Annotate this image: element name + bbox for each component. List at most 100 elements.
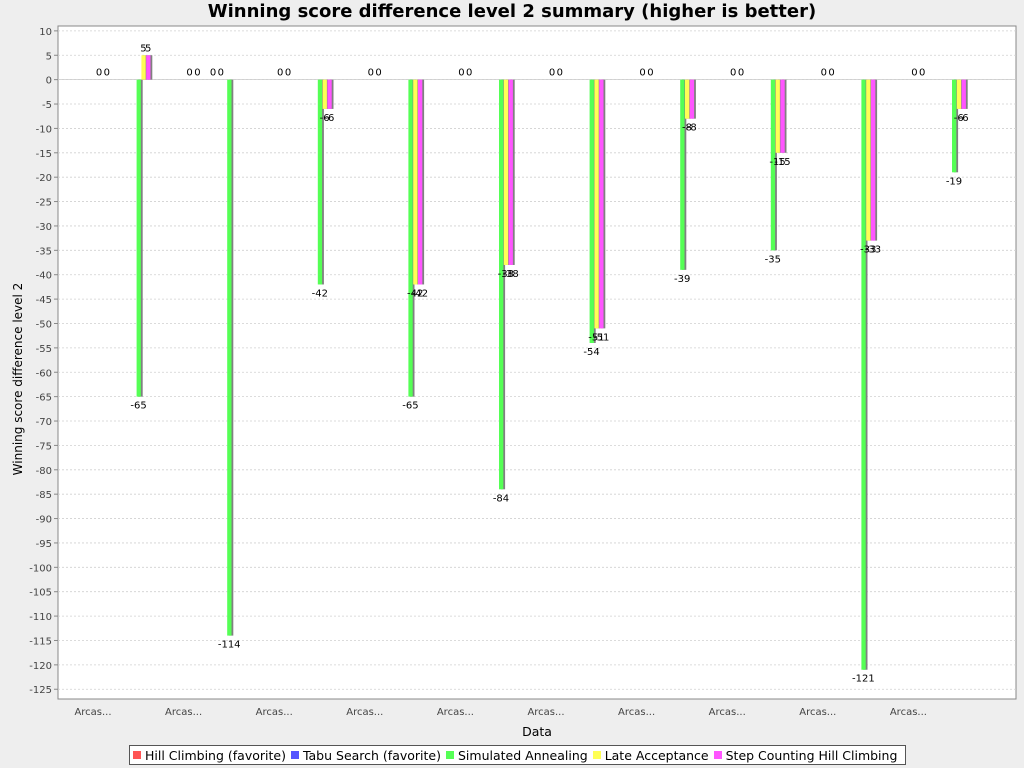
legend-label: Hill Climbing (favorite) — [145, 747, 286, 763]
bar-value-label: 0 — [919, 68, 925, 79]
bar-value-label: 0 — [96, 68, 102, 79]
bar — [227, 79, 232, 636]
bar-value-label: 0 — [210, 68, 216, 79]
bar-value-label: 0 — [466, 68, 472, 79]
legend-label: Tabu Search (favorite) — [302, 747, 441, 763]
bar-value-label: 0 — [458, 68, 464, 79]
bar-value-label: 0 — [285, 68, 291, 79]
plot-background — [57, 25, 1017, 700]
bar-value-label: -19 — [946, 176, 962, 187]
bar — [327, 79, 332, 109]
bar — [146, 55, 151, 80]
y-tick-label: -25 — [36, 198, 52, 209]
y-tick-label: -35 — [36, 246, 52, 257]
bar-value-label: -51 — [588, 332, 604, 343]
bar-value-label: 0 — [368, 68, 374, 79]
bar-value-label: -35 — [765, 254, 781, 265]
y-tick-label: -75 — [36, 441, 52, 452]
y-tick-label: -15 — [36, 149, 52, 160]
y-tick-label: -105 — [29, 588, 52, 599]
y-tick-label: -110 — [29, 612, 52, 623]
bar-value-label: 0 — [730, 68, 736, 79]
bar-value-label: -6 — [324, 113, 334, 124]
bar-value-label: -84 — [493, 493, 509, 504]
legend-item: Tabu Search (favorite) — [290, 747, 441, 763]
x-tick-label: Arcas... — [709, 707, 746, 718]
bar — [141, 55, 146, 80]
bar-value-label: -15 — [769, 157, 785, 168]
bar-value-label: 0 — [549, 68, 555, 79]
bar-value-label: -15 — [774, 157, 790, 168]
bar-value-label: 0 — [821, 68, 827, 79]
axes: 1050-5-10-15-20-25-30-35-40-45-50-55-60-… — [29, 27, 927, 718]
bar — [136, 79, 141, 397]
y-tick-label: -95 — [36, 539, 52, 550]
bar — [408, 79, 413, 397]
legend-item: Late Acceptance — [592, 747, 709, 763]
y-tick-label: -10 — [36, 124, 52, 135]
y-tick-label: -115 — [29, 636, 52, 647]
y-tick-label: 0 — [46, 76, 52, 87]
x-tick-label: Arcas... — [618, 707, 655, 718]
y-tick-label: -5 — [42, 100, 52, 111]
x-tick-label: Arcas... — [527, 707, 564, 718]
bar-value-label: 0 — [828, 68, 834, 79]
y-tick-label: -100 — [29, 563, 52, 574]
y-tick-label: -70 — [36, 417, 52, 428]
bar-value-label: -42 — [412, 288, 428, 299]
bar-value-label: 0 — [194, 68, 200, 79]
bar-value-label: -121 — [852, 674, 875, 685]
legend-swatch — [592, 751, 601, 759]
y-tick-label: -20 — [36, 173, 52, 184]
bar — [499, 79, 504, 490]
legend-label: Simulated Annealing — [458, 747, 588, 763]
bar-value-label: -65 — [402, 401, 418, 412]
bar — [317, 79, 323, 285]
legend-swatch — [446, 751, 454, 759]
y-tick-label: -85 — [36, 490, 52, 501]
bar-value-label: 5 — [140, 43, 146, 54]
x-tick-label: Arcas... — [799, 707, 836, 718]
y-tick-label: -90 — [36, 515, 52, 526]
bar — [770, 79, 776, 251]
bar-value-label: -42 — [407, 288, 423, 299]
bar — [956, 79, 962, 109]
bar-value-label: -54 — [583, 347, 599, 358]
bar-value-label: -6 — [320, 113, 330, 124]
bar — [780, 79, 785, 153]
x-tick-label: Arcas... — [437, 707, 474, 718]
y-tick-label: -40 — [36, 271, 52, 282]
y-tick-label: -120 — [29, 661, 52, 672]
y-tick-label: -45 — [36, 295, 52, 306]
y-tick-label: -80 — [36, 466, 52, 477]
bar — [775, 79, 780, 153]
legend-label: Late Acceptance — [604, 747, 709, 763]
x-tick-label: Arcas... — [890, 707, 927, 718]
bar — [680, 79, 685, 270]
bar-value-label: 0 — [647, 68, 653, 79]
x-tick-label: Arcas... — [256, 707, 293, 718]
bar-value-label: -38 — [498, 269, 514, 280]
y-tick-label: -65 — [36, 393, 52, 404]
bar — [861, 79, 866, 670]
bar — [418, 79, 423, 285]
x-tick-label: Arcas... — [165, 707, 202, 718]
y-tick-label: 10 — [39, 27, 52, 38]
y-tick-label: -55 — [36, 344, 52, 355]
bar — [689, 79, 695, 119]
bar-value-label: 0 — [738, 68, 744, 79]
bar-value-label: -6 — [959, 113, 969, 124]
legend: Hill Climbing (favorite) Tabu Search (fav… — [129, 745, 907, 765]
chart-title: Winning score difference level 2 summary… — [207, 1, 817, 22]
legend-swatch — [133, 751, 141, 759]
x-tick-label: Arcas... — [346, 707, 383, 718]
bar — [599, 79, 604, 329]
bar — [685, 79, 690, 119]
bar — [508, 79, 513, 265]
bar-value-label: -39 — [674, 274, 690, 285]
x-axis-title: Data — [522, 724, 552, 739]
bar-value-label: 0 — [186, 68, 192, 79]
bar-value-label: -8 — [682, 123, 692, 134]
bar-value-label: 0 — [375, 68, 381, 79]
